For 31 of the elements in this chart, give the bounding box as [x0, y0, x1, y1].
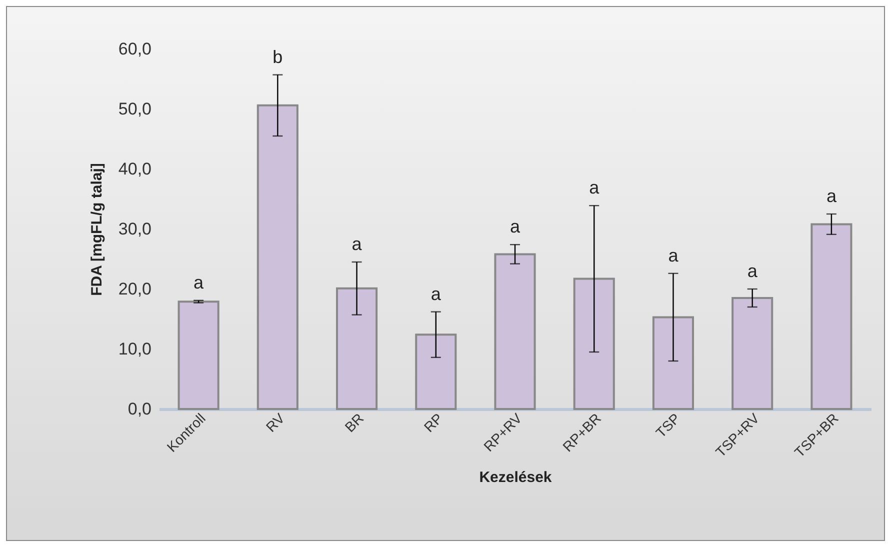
y-tick-label: 60,0	[118, 40, 152, 58]
y-tick-label: 0,0	[128, 400, 152, 418]
annotation: b	[272, 46, 283, 67]
x-tick-label: RP	[420, 410, 446, 436]
annotation: a	[747, 261, 758, 281]
bar	[810, 223, 852, 410]
y-tick-label: 10,0	[118, 340, 152, 358]
annotation: a	[589, 178, 600, 198]
x-tick-label: TSP	[652, 410, 684, 441]
annotation: a	[510, 216, 521, 237]
bar	[415, 334, 457, 410]
bar	[732, 297, 774, 410]
y-tick-label: 20,0	[118, 280, 152, 298]
annotation: a	[826, 186, 838, 206]
y-tick-label: 40,0	[118, 160, 152, 178]
annotation: a	[352, 234, 363, 254]
annotation: a	[430, 284, 442, 304]
annotation: a	[194, 272, 205, 292]
x-tick-label: RV	[262, 410, 288, 435]
bar	[573, 278, 615, 410]
x-tick-label: BR	[342, 410, 367, 436]
y-tick-label: 50,0	[118, 100, 152, 118]
bar	[494, 253, 536, 410]
bar	[256, 104, 298, 410]
bar	[336, 287, 378, 410]
bar	[652, 316, 694, 410]
annotation: a	[668, 245, 680, 266]
y-axis-title: FDA [mgFL/g talaj]	[88, 163, 106, 296]
bar	[178, 300, 220, 410]
y-tick-label: 30,0	[118, 220, 152, 238]
x-axis-title: Kezelések	[479, 469, 552, 486]
